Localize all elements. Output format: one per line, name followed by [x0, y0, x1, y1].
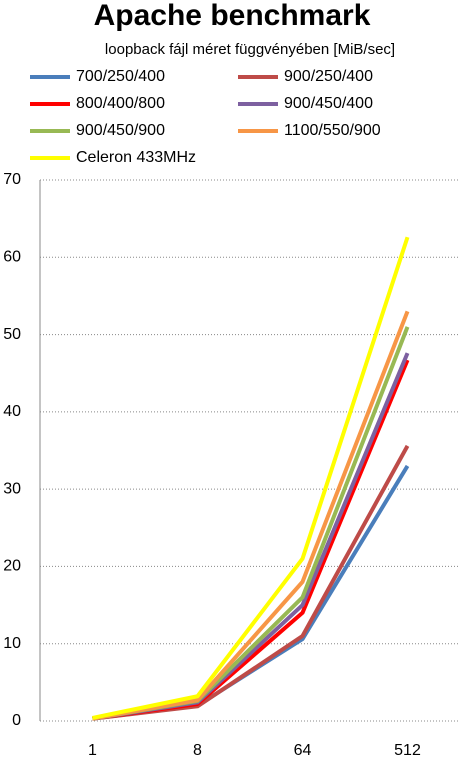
chart-title: Apache benchmark — [94, 0, 371, 32]
series-line — [92, 352, 410, 721]
legend-label: 700/250/400 — [76, 68, 165, 85]
legend-label: 900/250/400 — [284, 68, 373, 85]
legend-label: 800/400/800 — [76, 95, 165, 112]
legend-label: 900/450/400 — [284, 95, 373, 112]
y-tick-label: 20 — [3, 558, 21, 575]
series-line — [92, 444, 410, 721]
x-tick-label: 1 — [88, 742, 97, 759]
y-tick-label: 70 — [3, 171, 21, 188]
y-tick-label: 0 — [12, 712, 21, 729]
series-line — [92, 464, 410, 721]
series-line — [92, 236, 410, 720]
y-tick-label: 30 — [3, 480, 21, 497]
x-tick-label: 512 — [394, 742, 421, 759]
x-tick-label: 64 — [294, 742, 312, 759]
y-tick-label: 40 — [3, 403, 21, 420]
legend-label: 900/450/900 — [76, 122, 165, 139]
y-tick-label: 60 — [3, 249, 21, 266]
y-tick-label: 10 — [3, 635, 21, 652]
legend-label: 1100/550/900 — [284, 122, 381, 139]
legend-label: Celeron 433MHz — [76, 149, 196, 166]
series-line — [92, 359, 410, 721]
chart-subtitle: loopback fájl méret függvényében [MiB/se… — [105, 41, 395, 58]
y-tick-label: 50 — [3, 326, 21, 343]
x-tick-label: 8 — [193, 742, 202, 759]
series-line — [92, 310, 410, 721]
